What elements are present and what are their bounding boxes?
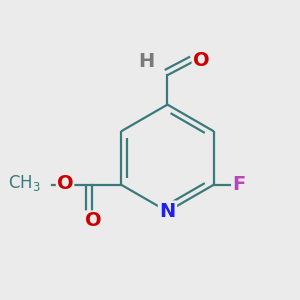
Text: O: O <box>57 174 74 193</box>
Text: O: O <box>193 51 209 70</box>
Text: N: N <box>159 202 176 221</box>
Text: H: H <box>138 52 154 71</box>
Text: O: O <box>85 211 101 230</box>
Text: F: F <box>232 175 246 194</box>
Text: CH$_3$: CH$_3$ <box>8 173 41 194</box>
